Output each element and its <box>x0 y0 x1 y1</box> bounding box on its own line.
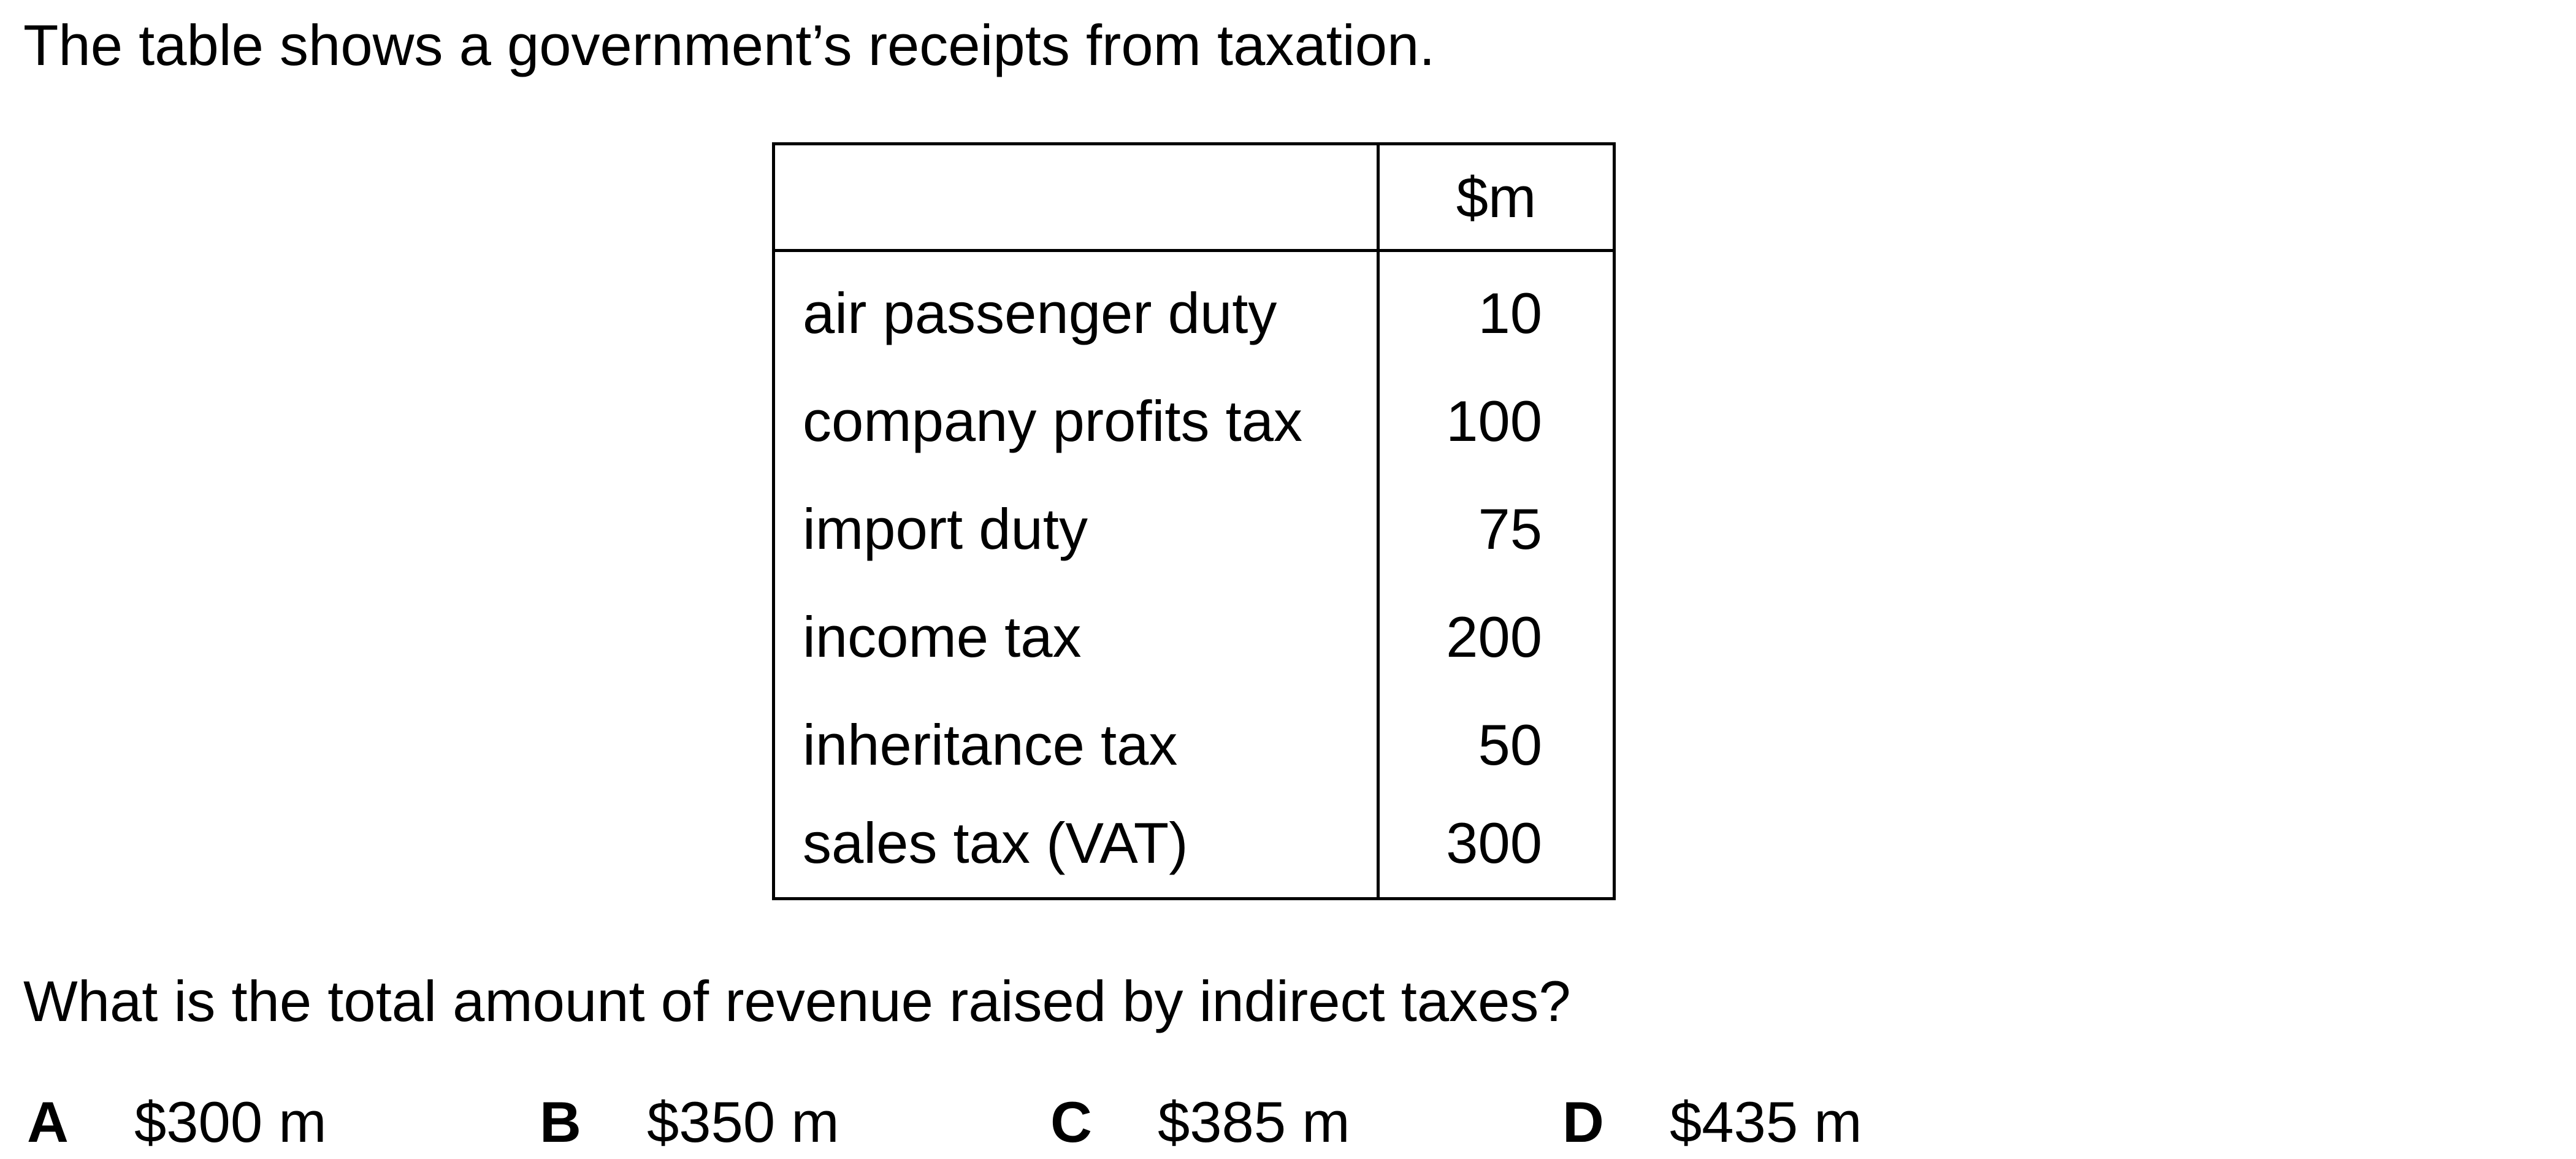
tax-amount: 100 <box>1446 389 1542 453</box>
tax-name: inheritance tax <box>803 713 1178 777</box>
tax-amount: 50 <box>1478 713 1542 777</box>
option-letter: C <box>1050 1090 1092 1154</box>
tax-amount: 75 <box>1478 497 1542 561</box>
tax-name: sales tax (VAT) <box>803 811 1188 875</box>
unit-header: $m <box>1456 164 1537 229</box>
option-letter: D <box>1562 1090 1604 1154</box>
tax-name: air passenger duty <box>803 281 1277 345</box>
option-letter: B <box>540 1090 581 1154</box>
intro-text: The table shows a government’s receipts … <box>23 13 1435 77</box>
option-letter: A <box>27 1090 69 1154</box>
question-text: What is the total amount of revenue rais… <box>23 969 1571 1033</box>
answer-options: A $300 m B $350 m C $385 m D $435 m <box>0 1085 2576 1159</box>
option-value: $435 m <box>1670 1090 1862 1154</box>
table-row: air passenger duty 10 <box>775 259 1613 367</box>
tax-receipts-table: $m air passenger duty 10 company profits… <box>772 142 1616 900</box>
table-row: company profits tax 100 <box>775 367 1613 475</box>
option-value: $385 m <box>1158 1090 1350 1154</box>
table-row: sales tax (VAT) 300 <box>775 789 1613 897</box>
table-row: income tax 200 <box>775 583 1613 691</box>
table-header-divider <box>775 249 1613 252</box>
table-column-divider <box>1377 145 1380 897</box>
tax-amount: 200 <box>1446 605 1542 669</box>
tax-amount: 10 <box>1478 281 1542 345</box>
tax-name: import duty <box>803 497 1088 561</box>
tax-name: income tax <box>803 605 1082 669</box>
table-row: import duty 75 <box>775 475 1613 583</box>
option-value: $350 m <box>647 1090 839 1154</box>
tax-amount: 300 <box>1446 811 1542 875</box>
option-value: $300 m <box>134 1090 327 1154</box>
table-row: inheritance tax 50 <box>775 691 1613 799</box>
tax-name: company profits tax <box>803 389 1303 453</box>
